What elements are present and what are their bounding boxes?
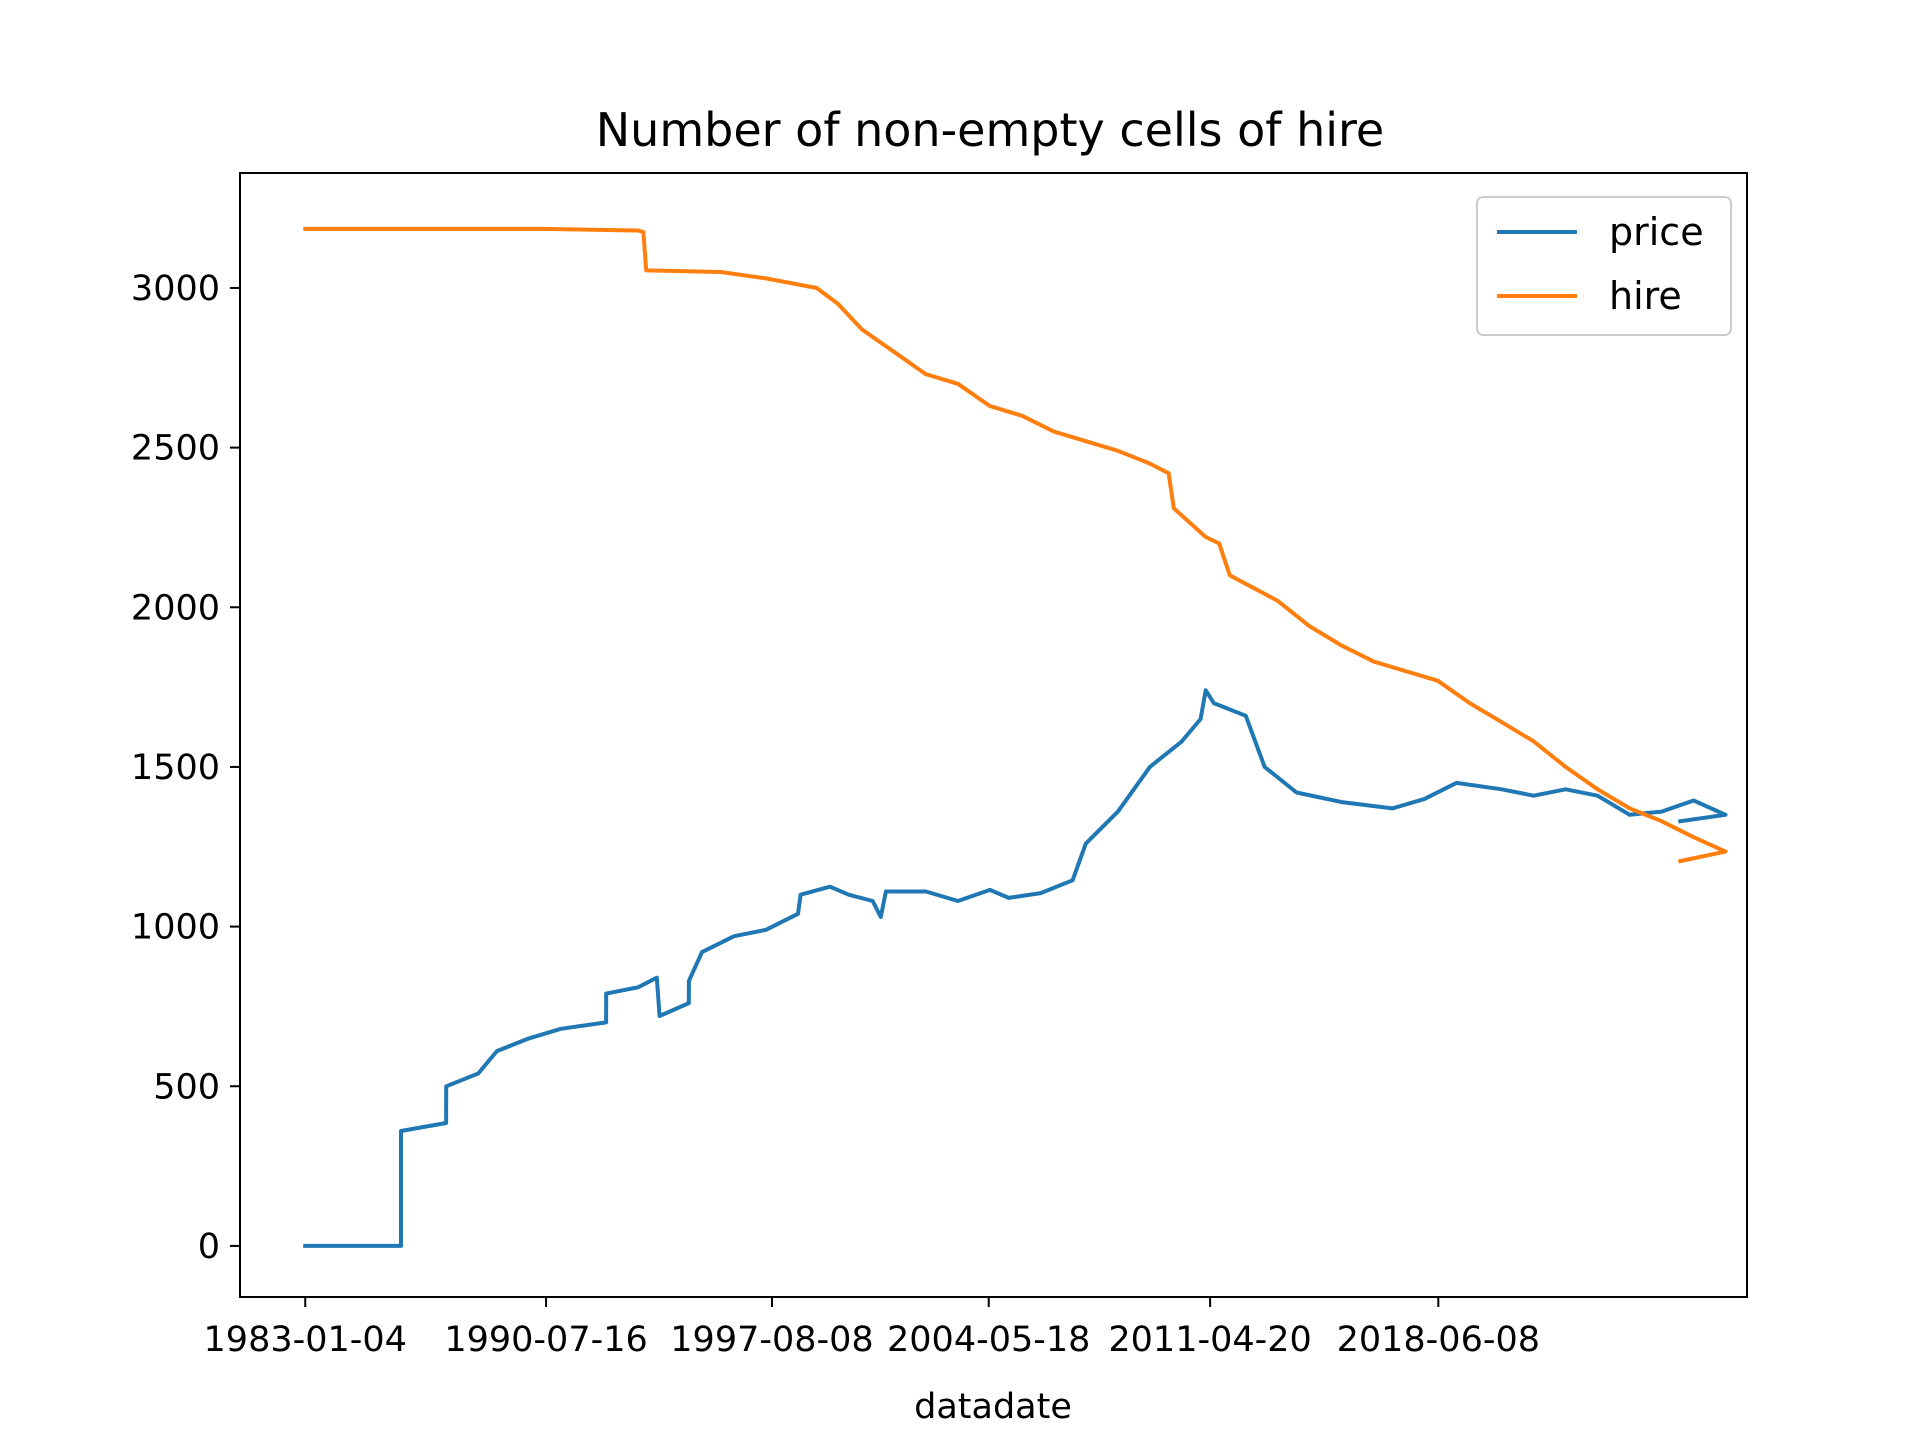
x-tick-label: 1997-08-08: [670, 1320, 873, 1360]
plot-frame: [239, 172, 1748, 1298]
y-tick-label: 500: [153, 1067, 220, 1107]
y-tick-label: 3000: [131, 269, 220, 309]
x-tick-label: 2004-05-18: [887, 1320, 1090, 1360]
legend-label-hire: hire: [1609, 274, 1682, 318]
legend: price hire: [1476, 196, 1732, 336]
y-tick-label: 0: [198, 1227, 220, 1267]
x-axis-label: datadate: [914, 1387, 1072, 1427]
x-axis: 1983-01-04 1990-07-16 1997-08-08 2004-05-18…: [204, 1297, 1540, 1360]
y-tick-label: 2000: [131, 588, 220, 628]
chart-title: Number of non-empty cells of hire: [596, 103, 1384, 157]
plot-background: [240, 173, 1747, 1297]
x-tick-label: 2018-06-08: [1337, 1320, 1540, 1360]
plot-area: [239, 172, 1748, 1298]
x-tick-label: 1990-07-16: [444, 1320, 647, 1360]
series-layer: [303, 226, 1728, 1248]
y-axis: 0 500 1000 1500 2000 2500 3000: [131, 269, 240, 1267]
legend-label-price: price: [1609, 210, 1704, 254]
y-tick-label: 1500: [131, 748, 220, 788]
series-line-hire: [303, 226, 1728, 864]
y-tick-label: 2500: [131, 429, 220, 469]
y-tick-label: 1000: [131, 908, 220, 948]
series-line-price: [303, 688, 1728, 1248]
x-tick-label: 1983-01-04: [204, 1320, 407, 1360]
x-tick-label: 2011-04-20: [1108, 1320, 1311, 1360]
